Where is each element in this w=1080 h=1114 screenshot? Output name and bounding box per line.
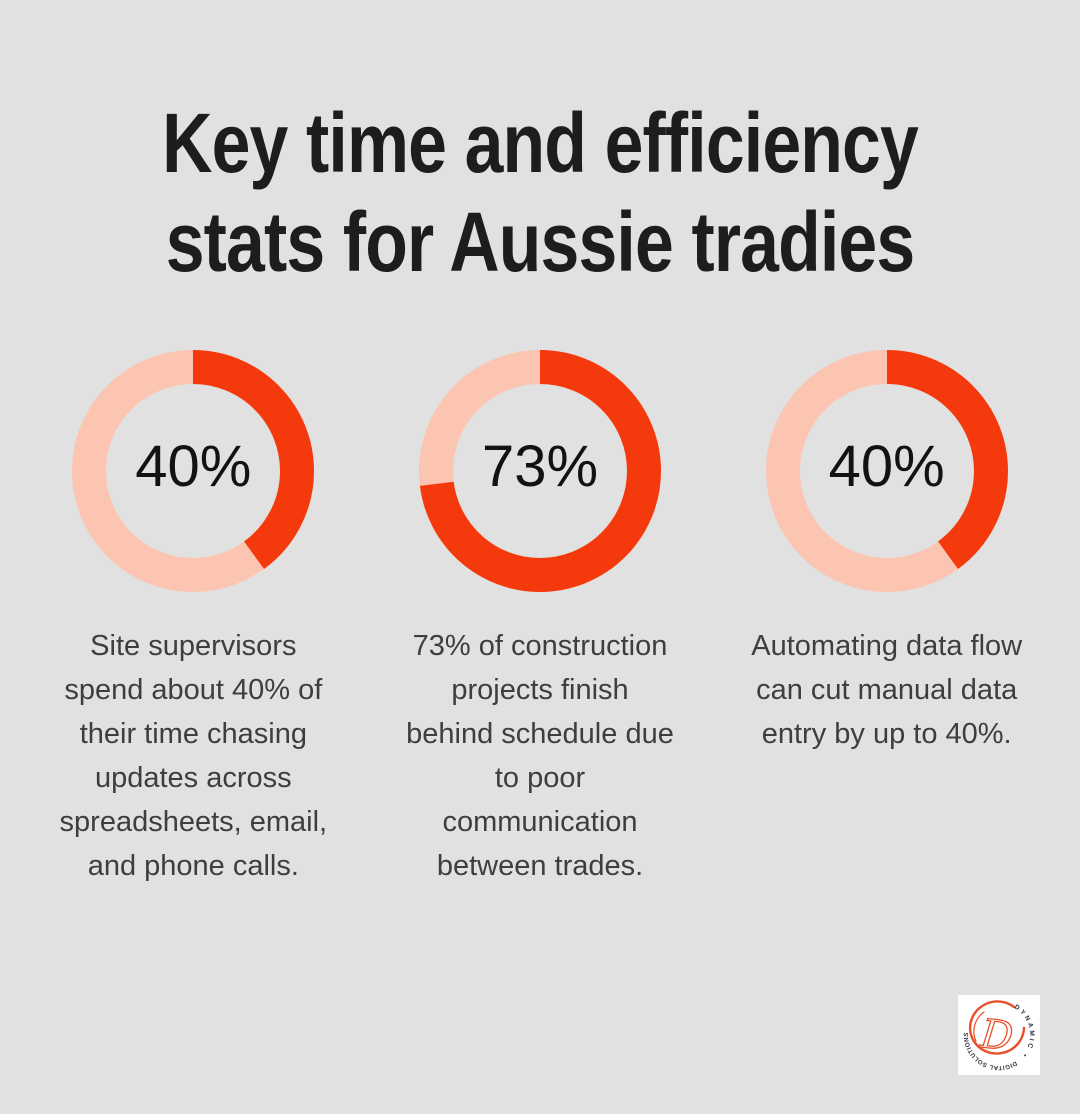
stat-card-automation: 40% Automating data flow can cut manual …	[713, 350, 1060, 888]
donut-svg	[765, 350, 1008, 592]
page-title: Key time and efficiency stats for Aussie…	[0, 0, 1080, 292]
page-title-line-1: Key time and efficiency	[162, 96, 919, 190]
logo-monogram-d: D	[978, 1011, 1016, 1060]
logo-text-separator: •	[1021, 1052, 1028, 1059]
logo-swirl-icon	[968, 1000, 1026, 1055]
stats-row: 40% Site supervisors spend about 40% of …	[0, 350, 1080, 888]
stat-card-schedule: 73% 73% of construction projects finish …	[367, 350, 714, 888]
page-title-line-2: stats for Aussie tradies	[165, 195, 915, 289]
stat-description: 73% of construction projects finish behi…	[406, 630, 674, 882]
donut-chart-schedule: 73%	[419, 350, 661, 592]
stat-description: Automating data flow can cut manual data…	[751, 630, 1023, 750]
donut-value-arc	[765, 350, 1008, 592]
donut-chart-supervisors: 40%	[72, 350, 315, 592]
donut-value-arc	[419, 350, 661, 592]
stat-description: Site supervisors spend about 40% of thei…	[59, 630, 328, 882]
stat-card-supervisors: 40% Site supervisors spend about 40% of …	[20, 350, 367, 888]
donut-svg	[72, 350, 315, 592]
donut-chart-automation: 40%	[765, 350, 1008, 592]
brand-logo-svg: D DYNAMIC • DIGITAL SOLUTIONS	[963, 1000, 1033, 1071]
donut-svg	[419, 350, 661, 592]
brand-logo: D DYNAMIC • DIGITAL SOLUTIONS	[958, 995, 1040, 1075]
svg-text:•: •	[1021, 1052, 1028, 1059]
donut-value-arc	[72, 350, 315, 592]
